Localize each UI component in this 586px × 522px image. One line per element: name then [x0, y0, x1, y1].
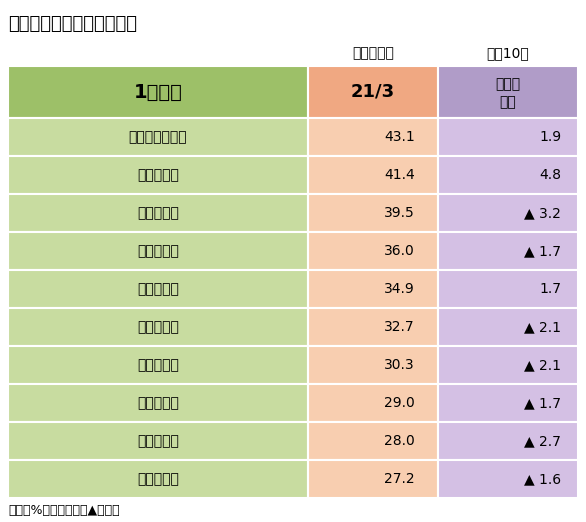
Text: 熊　　　本: 熊 本 — [137, 168, 179, 182]
Text: 福　　　岡: 福 岡 — [137, 358, 179, 372]
Text: 34.9: 34.9 — [384, 282, 415, 296]
Text: 百　十　四: 百 十 四 — [137, 206, 179, 220]
Text: 単位：%、ポイント、▲は低下: 単位：%、ポイント、▲は低下 — [8, 504, 120, 517]
Text: 28.0: 28.0 — [384, 434, 415, 448]
Text: 29.0: 29.0 — [384, 396, 415, 410]
Text: 36.0: 36.0 — [384, 244, 415, 258]
Text: 前年比: 前年比 — [495, 77, 520, 91]
Text: 30.3: 30.3 — [384, 358, 415, 372]
Text: 1.7: 1.7 — [539, 282, 561, 296]
Text: 41.4: 41.4 — [384, 168, 415, 182]
Text: 北　海　道: 北 海 道 — [137, 396, 179, 410]
Text: 十　八　親　和: 十 八 親 和 — [129, 130, 188, 144]
Text: 39.5: 39.5 — [384, 206, 415, 220]
Text: 東　　　邦: 東 邦 — [137, 320, 179, 334]
Text: 北　　　陸: 北 陸 — [137, 244, 179, 258]
Text: ▲ 2.1: ▲ 2.1 — [524, 320, 561, 334]
Text: 1年以下: 1年以下 — [134, 82, 182, 101]
Text: ▲ 2.1: ▲ 2.1 — [524, 358, 561, 372]
Text: ▲ 2.7: ▲ 2.7 — [524, 434, 561, 448]
Text: 4.8: 4.8 — [539, 168, 561, 182]
Text: ▲ 3.2: ▲ 3.2 — [524, 206, 561, 220]
Text: 43.1: 43.1 — [384, 130, 415, 144]
Text: 上位10行: 上位10行 — [486, 46, 529, 60]
Text: ▲ 1.7: ▲ 1.7 — [524, 244, 561, 258]
Text: ▲ 1.6: ▲ 1.6 — [524, 472, 561, 486]
Text: 27.2: 27.2 — [384, 472, 415, 486]
Text: 21/3: 21/3 — [351, 83, 395, 101]
Text: ▲ 1.7: ▲ 1.7 — [524, 396, 561, 410]
Text: 北　九　州: 北 九 州 — [137, 434, 179, 448]
Text: 阿　　　波: 阿 波 — [137, 472, 179, 486]
Text: 残高構成比: 残高構成比 — [352, 46, 394, 60]
Text: 佐　　　賀: 佐 賀 — [137, 282, 179, 296]
Text: 32.7: 32.7 — [384, 320, 415, 334]
Text: 地域銀の貸出金残存期間別: 地域銀の貸出金残存期間別 — [8, 15, 137, 33]
Text: 差引: 差引 — [500, 96, 516, 110]
Text: 1.9: 1.9 — [539, 130, 561, 144]
